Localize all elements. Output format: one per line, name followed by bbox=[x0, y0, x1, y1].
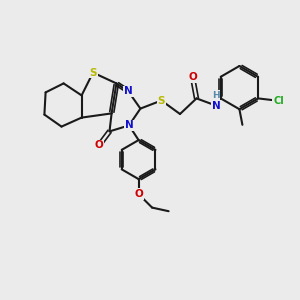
Text: S: S bbox=[89, 68, 97, 78]
Text: O: O bbox=[94, 140, 103, 151]
Text: S: S bbox=[158, 95, 165, 106]
Text: N: N bbox=[124, 86, 133, 97]
Text: Cl: Cl bbox=[273, 96, 284, 106]
Text: O: O bbox=[134, 189, 143, 199]
Text: N: N bbox=[124, 120, 134, 130]
Text: N: N bbox=[212, 100, 220, 111]
Text: O: O bbox=[188, 72, 197, 82]
Text: H: H bbox=[212, 91, 220, 100]
